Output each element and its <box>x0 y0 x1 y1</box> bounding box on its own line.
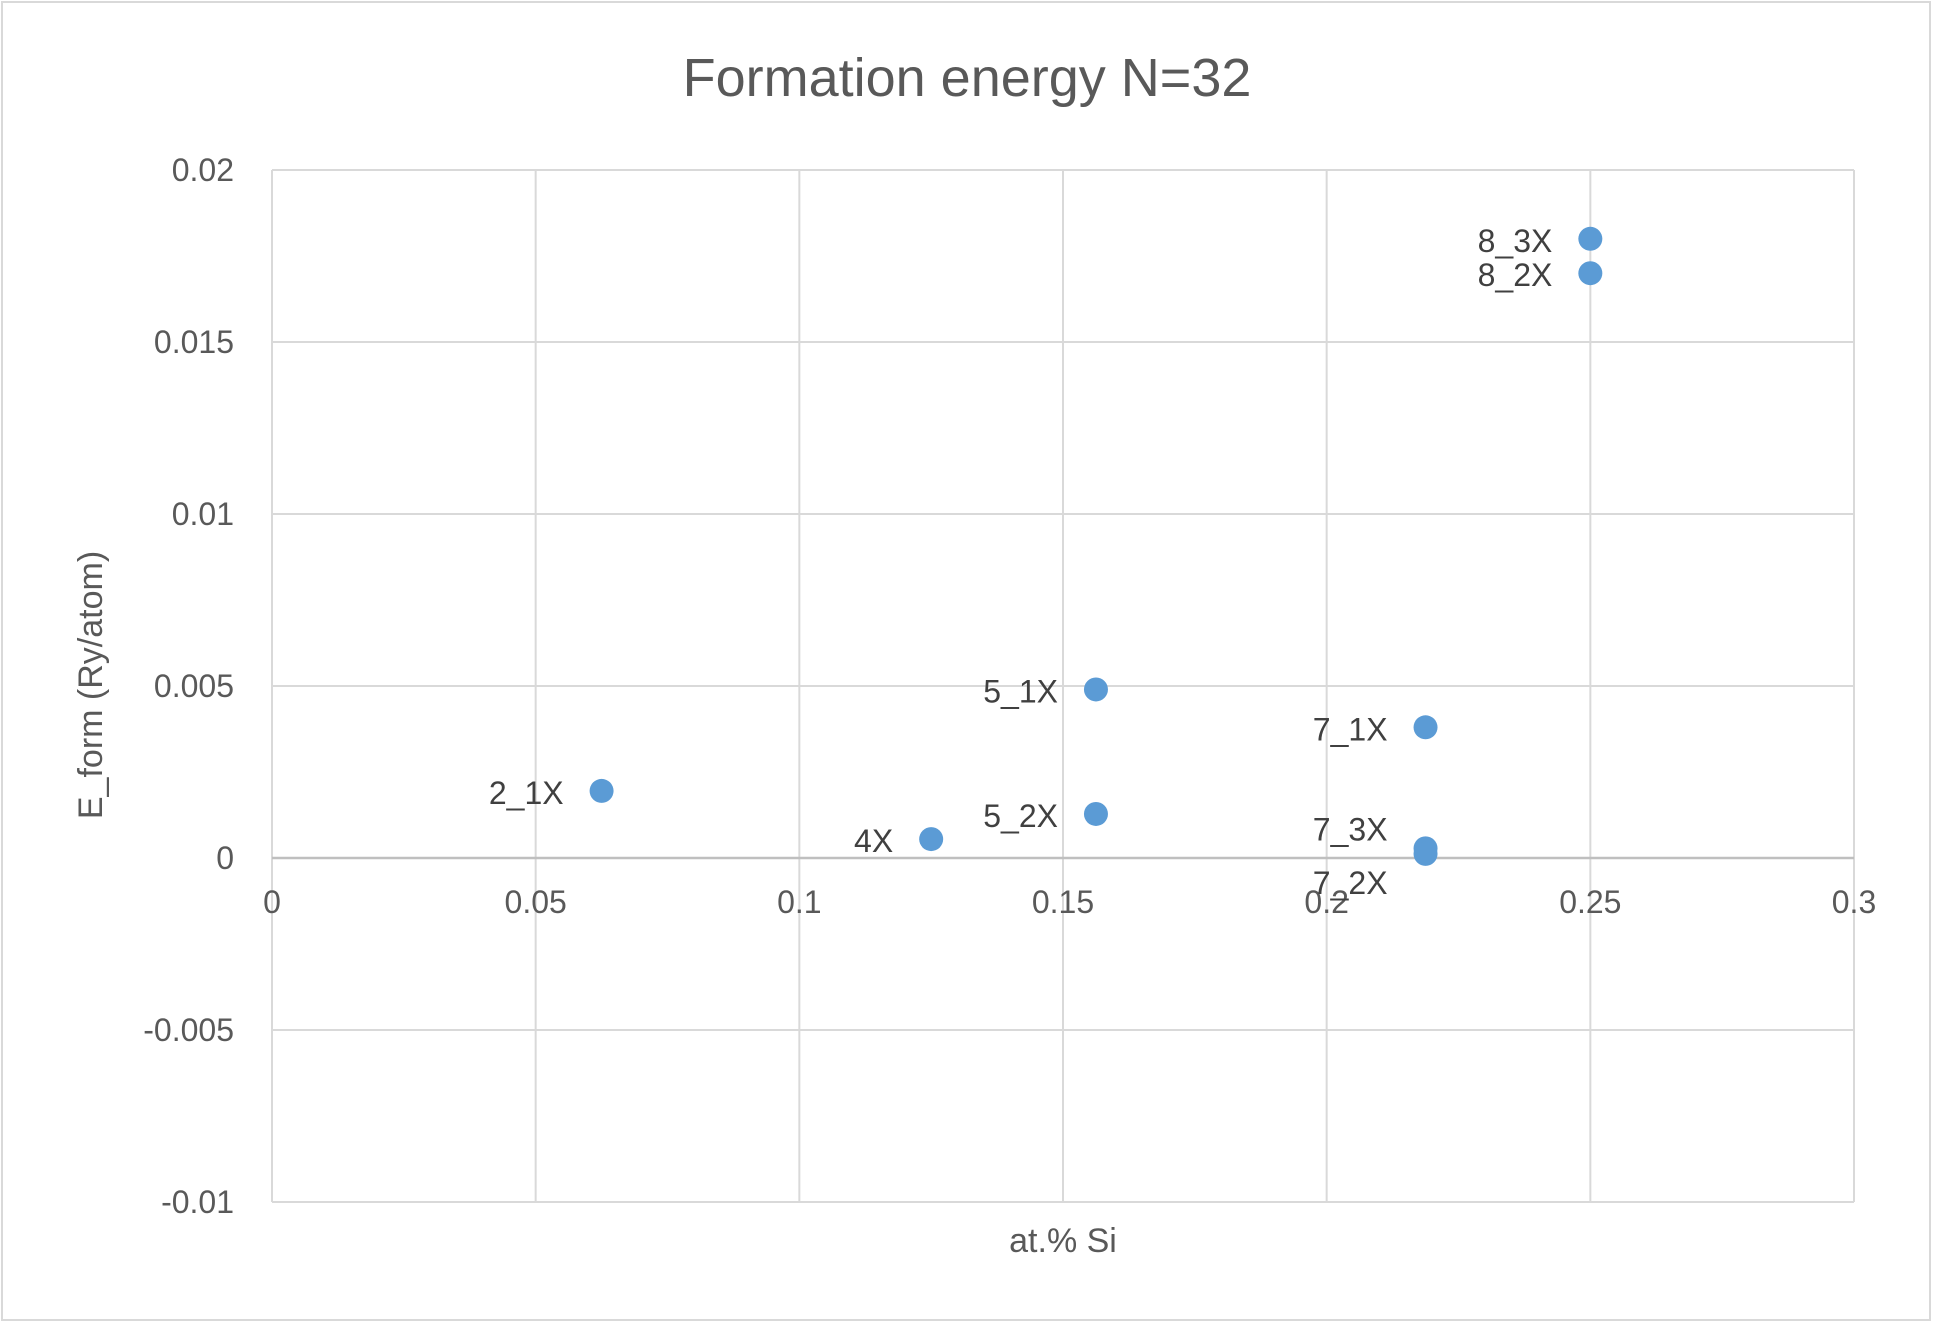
y-tick-label: -0.005 <box>143 1012 234 1048</box>
x-tick-label: 0.1 <box>777 884 821 920</box>
x-tick-label: 0.25 <box>1559 884 1621 920</box>
y-tick-label: -0.01 <box>161 1184 234 1220</box>
data-point <box>589 778 614 803</box>
data-point <box>919 827 944 852</box>
data-label: 8_3X <box>1478 223 1553 259</box>
y-tick-label: 0.005 <box>154 668 234 704</box>
data-point <box>1083 801 1108 826</box>
x-tick-labels: 0 0.05 0.1 0.15 0.2 0.25 0.3 <box>263 884 1876 920</box>
y-tick-label: 0.015 <box>154 324 234 360</box>
data-label: 8_2X <box>1478 257 1553 293</box>
chart-title: Formation energy N=32 <box>683 48 1252 108</box>
data-label: 5_2X <box>983 798 1058 834</box>
x-tick-label: 0.15 <box>1032 884 1094 920</box>
x-tick-label: 0 <box>263 884 281 920</box>
x-tick-label: 0.05 <box>505 884 567 920</box>
grid-lines <box>271 169 1855 1203</box>
y-tick-label: 0 <box>216 840 234 876</box>
data-point <box>1413 841 1438 866</box>
x-axis-title: at.% Si <box>1009 1222 1117 1260</box>
data-label: 7_1X <box>1313 711 1388 747</box>
y-tick-label: 0.02 <box>172 152 234 188</box>
x-tick-label: 0.3 <box>1832 884 1876 920</box>
data-label: 2_1X <box>489 775 564 811</box>
data-point <box>1413 715 1438 740</box>
data-points <box>589 226 1603 866</box>
data-label: 4X <box>854 823 893 859</box>
data-label: 7_2X <box>1313 865 1388 901</box>
y-tick-labels: -0.01 -0.005 0 0.005 0.01 0.015 0.02 <box>143 152 234 1220</box>
y-axis-title: E_form (Ry/atom) <box>72 551 110 819</box>
data-labels: 2_1X 4X 5_1X 5_2X 7_1X 7_3X 7_2X 8_3X8_2X <box>489 223 1552 901</box>
data-label: 5_1X <box>983 673 1058 709</box>
data-point <box>1083 677 1108 702</box>
data-point <box>1578 261 1603 286</box>
x-tick-label: 0.2 <box>1304 884 1348 920</box>
data-label: 7_3X <box>1313 811 1388 847</box>
y-tick-label: 0.01 <box>172 496 234 532</box>
data-point <box>1578 226 1603 251</box>
